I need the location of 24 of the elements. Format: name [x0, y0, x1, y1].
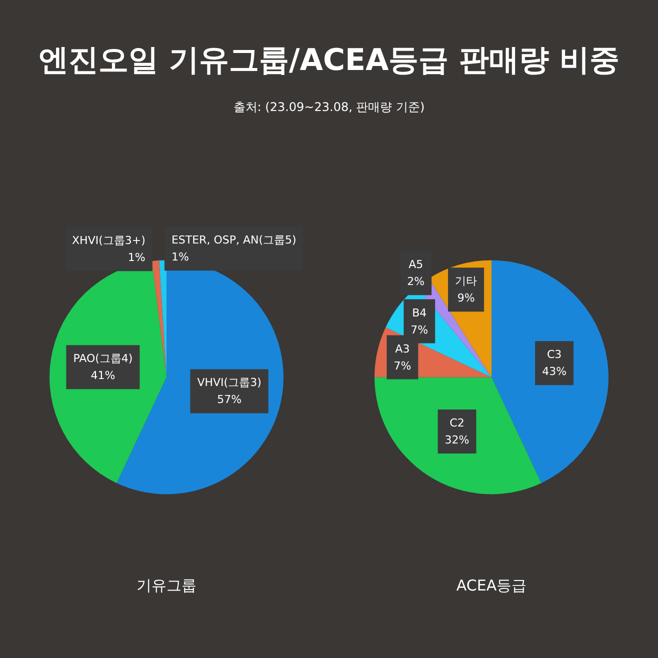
- slice-label: VHVI(그룹3): [197, 376, 262, 390]
- data-label: 1%: [171, 250, 189, 264]
- slice-label: ESTER, OSP, AN(그룹5): [171, 234, 296, 247]
- slice-label: XHVI(그룹3+): [72, 234, 146, 248]
- slice-label: A5: [408, 258, 424, 272]
- slice-label: C3: [546, 348, 562, 362]
- data-label: 7%: [410, 323, 428, 336]
- data-label: 7%: [394, 359, 412, 372]
- data-label: 9%: [457, 292, 475, 305]
- text: 출처: (23.09~23.08, 판매량 기준): [232, 99, 426, 116]
- text: ACEA등급: [456, 576, 527, 594]
- text: 기유그룹: [136, 576, 196, 594]
- slice-label: PAO(그룹4): [73, 352, 133, 366]
- slice-label: C2: [450, 416, 464, 430]
- data-label: 41%: [90, 369, 116, 382]
- data-label: 57%: [217, 393, 242, 406]
- slice-label: B4: [412, 306, 427, 320]
- slice-label: 기타: [455, 274, 478, 288]
- data-label: 1%: [128, 251, 146, 264]
- data-label: 32%: [444, 434, 470, 447]
- data-label: 43%: [542, 365, 567, 378]
- data-label: 2%: [407, 275, 425, 288]
- slice-label: A3: [395, 342, 410, 356]
- chart-title: 엔진오일 기유그룹/ACEA등급 판매량 비중: [37, 42, 621, 80]
